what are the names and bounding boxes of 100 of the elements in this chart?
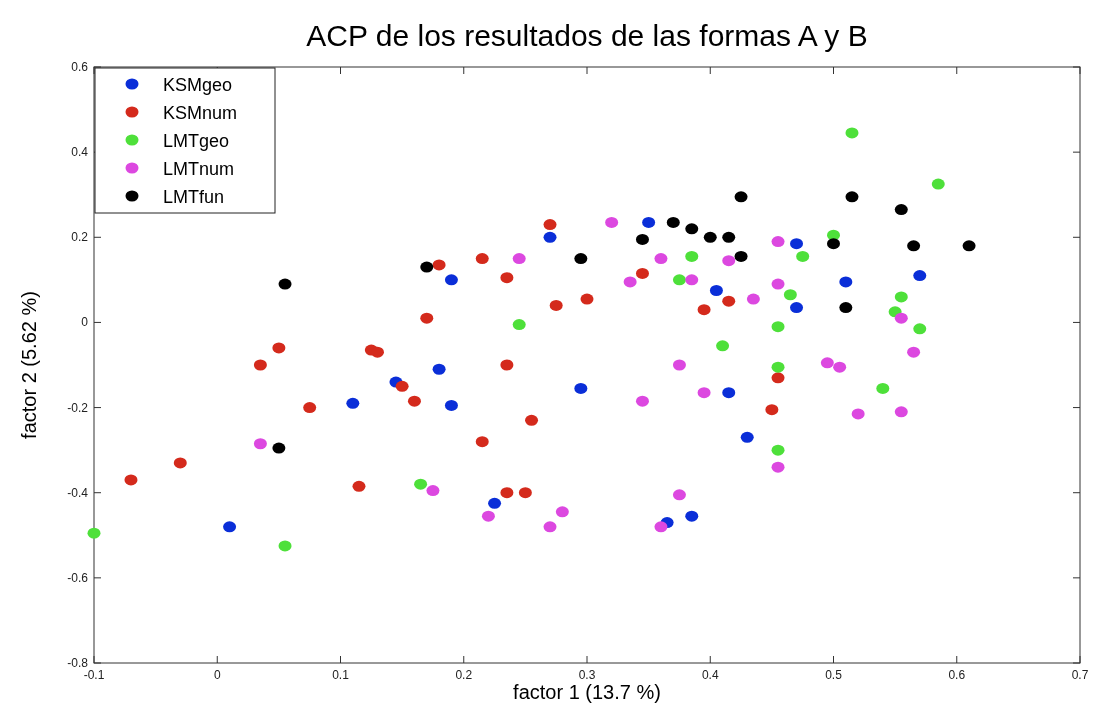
- point: [352, 480, 366, 492]
- point: [574, 382, 588, 394]
- point: [574, 253, 588, 265]
- point: [703, 231, 717, 243]
- x-tick-label: 0.4: [701, 668, 719, 682]
- point: [894, 312, 908, 324]
- point: [488, 497, 502, 509]
- point: [635, 233, 649, 245]
- y-tick-label: 0: [81, 315, 89, 330]
- point: [395, 380, 409, 392]
- point: [685, 223, 699, 235]
- point: [370, 346, 384, 358]
- point: [907, 240, 921, 252]
- y-tick-label: -0.8: [67, 656, 89, 670]
- point: [685, 510, 699, 522]
- point: [525, 414, 539, 426]
- point: [512, 319, 526, 331]
- point: [278, 278, 292, 290]
- point: [512, 253, 526, 265]
- point: [672, 489, 686, 501]
- point: [833, 361, 847, 373]
- point: [722, 231, 736, 243]
- point: [272, 342, 286, 354]
- point: [426, 485, 440, 497]
- point: [685, 250, 699, 262]
- legend-label: LMTgeo: [163, 131, 230, 151]
- point: [913, 323, 927, 335]
- point: [839, 276, 853, 288]
- point: [543, 231, 557, 243]
- point: [654, 521, 668, 533]
- chart-title: ACP de los resultados de las formas A y B: [306, 19, 868, 52]
- point: [500, 487, 514, 499]
- point: [771, 444, 785, 456]
- point: [746, 293, 760, 305]
- point: [475, 436, 489, 448]
- point: [303, 402, 317, 414]
- point: [783, 289, 797, 301]
- point: [697, 387, 711, 399]
- point: [605, 216, 619, 228]
- x-tick-label: 0.2: [455, 668, 473, 682]
- point: [444, 274, 458, 286]
- point: [894, 406, 908, 418]
- x-tick-label: 0: [213, 668, 221, 682]
- x-tick-label: 0.1: [332, 668, 350, 682]
- point: [771, 236, 785, 248]
- point: [223, 521, 237, 533]
- point: [481, 510, 495, 522]
- point: [913, 270, 927, 282]
- point: [734, 250, 748, 262]
- point: [414, 478, 428, 490]
- point: [839, 302, 853, 314]
- point: [346, 397, 360, 409]
- point: [555, 506, 569, 518]
- point: [894, 291, 908, 303]
- point: [642, 216, 656, 228]
- point: [907, 346, 921, 358]
- point: [845, 127, 859, 139]
- point: [740, 431, 754, 443]
- point: [931, 178, 945, 190]
- point: [635, 395, 649, 407]
- point: [272, 442, 286, 454]
- point: [734, 191, 748, 203]
- point: [790, 302, 804, 314]
- y-tick-label: 0.4: [71, 145, 89, 160]
- point: [672, 274, 686, 286]
- point: [500, 359, 514, 371]
- point: [851, 408, 865, 420]
- point: [771, 461, 785, 473]
- y-axis-title: factor 2 (5.62 %): [18, 291, 40, 439]
- point: [407, 395, 421, 407]
- x-tick-label: -0.1: [83, 668, 105, 682]
- point: [666, 216, 680, 228]
- point: [500, 272, 514, 284]
- y-tick-label: -0.4: [67, 485, 89, 500]
- point: [697, 304, 711, 316]
- point: [278, 540, 292, 552]
- point: [635, 267, 649, 279]
- point: [722, 387, 736, 399]
- x-tick-label: 0.5: [825, 668, 843, 682]
- point: [432, 259, 446, 271]
- point: [845, 191, 859, 203]
- point: [876, 382, 890, 394]
- legend-label: KSMgeo: [163, 75, 233, 95]
- point: [771, 278, 785, 290]
- point: [475, 253, 489, 265]
- point: [771, 361, 785, 373]
- y-tick-label: -0.6: [67, 570, 89, 585]
- point: [962, 240, 976, 252]
- point: [654, 253, 668, 265]
- point: [796, 250, 810, 262]
- point: [709, 285, 723, 296]
- point: [672, 359, 686, 371]
- point: [820, 357, 834, 369]
- x-tick-label: 0.3: [578, 668, 596, 682]
- point: [771, 372, 785, 384]
- point: [765, 404, 779, 416]
- legend-label: LMTnum: [163, 159, 235, 179]
- point: [722, 255, 736, 267]
- point: [420, 261, 434, 273]
- point: [790, 238, 804, 250]
